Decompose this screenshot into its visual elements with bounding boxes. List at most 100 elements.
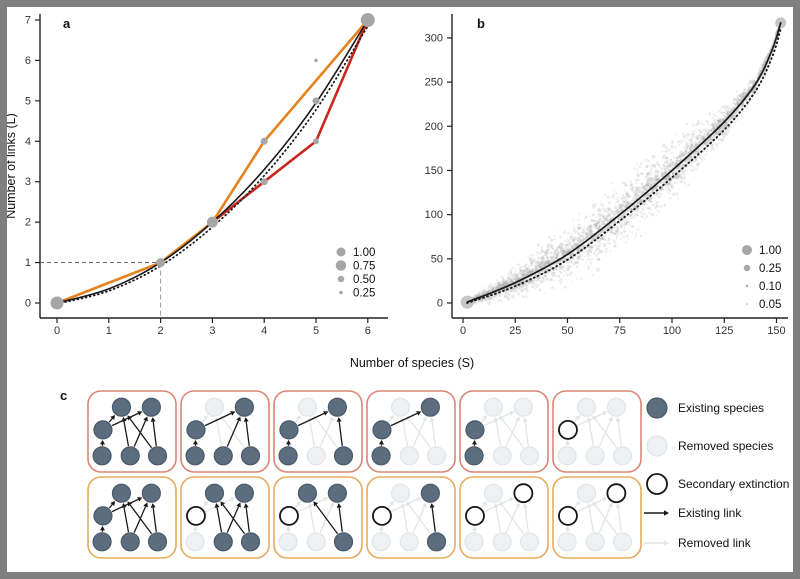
- cloud-point: [646, 172, 649, 175]
- cloud-point: [768, 52, 770, 54]
- cloud-point: [635, 186, 637, 188]
- cloud-point: [507, 280, 511, 283]
- species-node-removed: [399, 532, 419, 552]
- cloud-point: [519, 273, 522, 276]
- cloud-point: [675, 181, 678, 184]
- cloud-point: [651, 214, 654, 217]
- cloud-point: [764, 67, 767, 70]
- cloud-point: [603, 204, 605, 206]
- cloud-point: [577, 218, 580, 221]
- cloud-point: [646, 172, 649, 176]
- removed-link-arrow: [573, 504, 578, 509]
- cloud-point: [673, 181, 676, 184]
- cloud-point: [536, 283, 540, 287]
- cloud-point: [614, 206, 618, 210]
- removed-link-arrow: [201, 418, 206, 423]
- cloud-point: [666, 167, 669, 170]
- cloud-point: [566, 238, 569, 240]
- cloud-point: [506, 284, 508, 286]
- cloud-point: [574, 261, 578, 264]
- cloud-point: [555, 256, 558, 260]
- removed-link-arrow-head: [522, 417, 528, 422]
- cloud-point: [574, 226, 576, 228]
- cloud-point: [653, 173, 655, 175]
- cloud-point: [748, 86, 752, 90]
- existing-link-arrow: [338, 421, 343, 446]
- cloud-point: [515, 292, 517, 294]
- cloud-point: [491, 285, 495, 288]
- cloud-point: [590, 239, 593, 242]
- cloud-point: [553, 238, 556, 241]
- cloud-point: [743, 88, 746, 92]
- cloud-point: [688, 158, 691, 161]
- cloud-point: [715, 142, 719, 147]
- cloud-point: [478, 292, 481, 295]
- cloud-point: [710, 145, 712, 147]
- cloud-point: [534, 262, 538, 265]
- legend-label: 0.75: [353, 261, 375, 273]
- y-tick-label: 3: [25, 176, 31, 188]
- cloud-point: [664, 170, 668, 174]
- cloud-point: [643, 217, 646, 219]
- cloud-point: [722, 132, 726, 136]
- species-node-existing: [93, 506, 113, 526]
- species-node-removed: [306, 446, 326, 466]
- cloud-point: [765, 56, 768, 58]
- cloud-point: [481, 299, 484, 303]
- cloud-point: [522, 295, 524, 297]
- removed-link-arrow: [573, 418, 578, 423]
- cloud-point: [514, 290, 517, 292]
- cloud-point: [739, 100, 741, 102]
- cloud-point: [596, 227, 600, 231]
- cloud-point: [667, 185, 669, 187]
- cloud-point: [638, 179, 641, 182]
- cloud-point: [587, 267, 591, 271]
- cloud-point: [649, 177, 652, 180]
- cloud-point: [691, 140, 693, 142]
- removed-link-arrow: [501, 418, 525, 449]
- cloud-point: [658, 200, 660, 203]
- cloud-point: [726, 113, 729, 116]
- cloud-point: [670, 185, 673, 187]
- cloud-point: [740, 99, 742, 102]
- cloud-point: [751, 79, 754, 81]
- cloud-point: [538, 265, 541, 268]
- cloud-point: [680, 139, 683, 142]
- series-black-solid-curve: [466, 22, 782, 303]
- cloud-point: [518, 287, 521, 289]
- cloud-point: [489, 298, 492, 301]
- cloud-point: [701, 137, 704, 140]
- cloud-point: [660, 181, 662, 183]
- cloud-point: [641, 214, 644, 218]
- cloud-point: [651, 155, 656, 159]
- cloud-point: [590, 260, 593, 263]
- cloud-point: [641, 208, 645, 212]
- cloud-point: [740, 105, 744, 109]
- species-node-existing: [120, 532, 140, 552]
- cloud-point: [692, 152, 696, 156]
- cloud-point: [649, 179, 652, 183]
- removed-species-icon: [646, 435, 668, 457]
- cloud-point: [734, 104, 737, 107]
- x-tick-label: 0: [460, 325, 466, 337]
- x-tick-label: 50: [561, 325, 573, 337]
- cloud-point: [691, 134, 695, 138]
- existing-link-arrow: [338, 507, 343, 532]
- cloud-point: [604, 239, 607, 242]
- cloud-point: [530, 267, 532, 269]
- cloud-point: [546, 245, 550, 248]
- cloud-point: [597, 258, 601, 262]
- cloud-point: [616, 232, 620, 236]
- cloud-point: [557, 228, 559, 231]
- size-legend: 1.000.750.500.25: [335, 247, 375, 300]
- cloud-point: [511, 267, 513, 270]
- removed-link-arrow: [588, 507, 595, 533]
- existing-link-arrow-head: [243, 503, 249, 508]
- cloud-point: [539, 266, 543, 269]
- existing-link-arrow-head: [150, 503, 156, 508]
- cloud-point: [548, 247, 551, 250]
- cloud-point: [546, 257, 550, 260]
- cloud-point: [533, 268, 536, 272]
- cloud-point: [754, 89, 757, 92]
- cloud-point: [539, 252, 542, 256]
